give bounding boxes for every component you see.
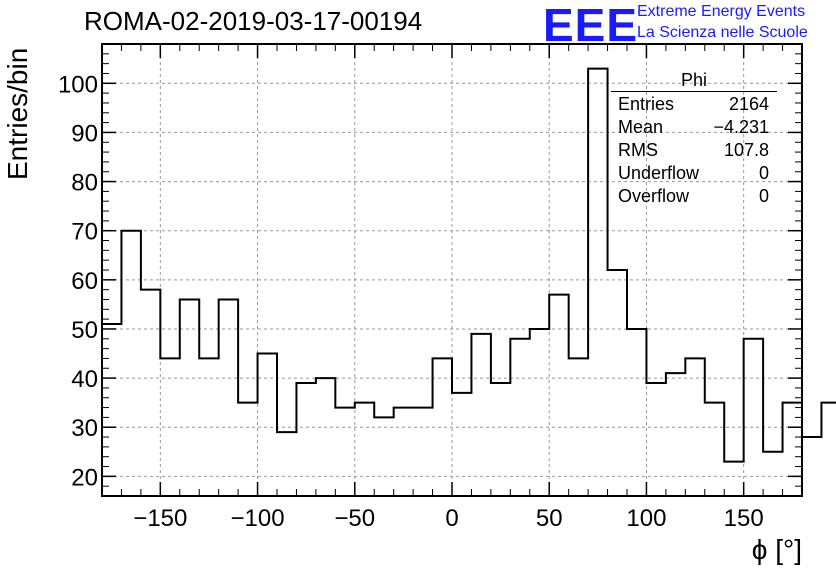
stats-label: Mean — [618, 117, 664, 137]
logo-line-2: La Scienza nelle Scuole — [637, 24, 808, 41]
stats-row-entries: Entries 2164 — [611, 93, 777, 116]
y-axis-label: Entries/bin — [2, 47, 33, 180]
histogram-series — [102, 67, 836, 463]
x-tick-label: −100 — [231, 505, 285, 532]
stats-row-rms: RMS 107.8 — [611, 139, 777, 162]
y-tick-label: 20 — [71, 464, 98, 491]
stats-label: Entries — [618, 94, 675, 114]
stats-row-overflow: Overflow 0 — [611, 185, 777, 208]
x-axis-label: ϕ [°] — [751, 534, 802, 565]
axis-ticks: −150 −100 −50 0 50 100 150 20 30 40 50 60 70 80 90 100 — [58, 43, 802, 532]
stats-row-underflow: Underflow 0 — [611, 162, 777, 185]
stats-box-name: Phi — [611, 70, 777, 92]
x-tick-label: 100 — [626, 505, 666, 532]
x-tick-label: 50 — [536, 505, 563, 532]
y-tick-label: 80 — [71, 170, 98, 197]
y-tick-label: 30 — [71, 415, 98, 442]
y-tick-label: 100 — [58, 71, 98, 98]
y-tick-label: 70 — [71, 219, 98, 246]
chart-title: ROMA-02-2019-03-17-00194 — [84, 6, 423, 36]
x-tick-label: −50 — [334, 505, 375, 532]
stats-value: 0 — [758, 163, 769, 183]
stats-label: Underflow — [618, 163, 700, 183]
stats-label: RMS — [618, 140, 658, 160]
x-tick-label: 150 — [724, 505, 764, 532]
logo-line-1: Extreme Energy Events — [637, 3, 806, 20]
stats-value: −4.231 — [713, 117, 769, 137]
stats-row-mean: Mean −4.231 — [611, 116, 777, 139]
stats-label: Overflow — [618, 186, 690, 206]
y-tick-label: 50 — [71, 317, 98, 344]
stats-value: 2164 — [728, 94, 769, 114]
eee-logo: EEE — [543, 0, 639, 51]
y-tick-label: 90 — [71, 120, 98, 147]
x-tick-label: −150 — [133, 505, 187, 532]
x-tick-label: 0 — [445, 505, 458, 532]
y-tick-label: 40 — [71, 366, 98, 393]
stats-box: Phi Entries 2164 Mean −4.231 RMS 107.8 U… — [611, 70, 777, 208]
y-tick-label: 60 — [71, 268, 98, 295]
stats-value: 0 — [758, 186, 769, 206]
stats-value: 107.8 — [723, 140, 769, 160]
